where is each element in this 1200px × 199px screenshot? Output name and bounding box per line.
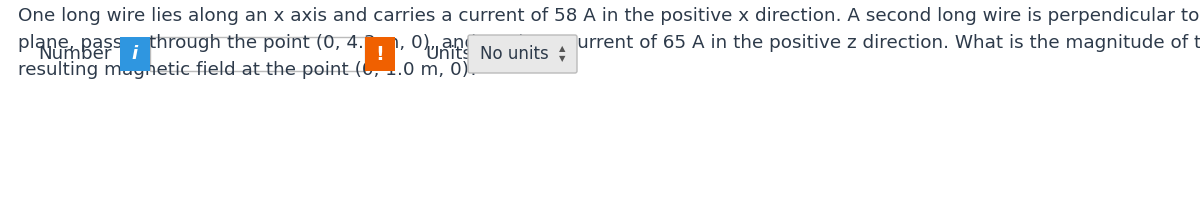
- FancyBboxPatch shape: [120, 37, 150, 71]
- Text: ▼: ▼: [559, 55, 565, 63]
- FancyBboxPatch shape: [468, 35, 577, 73]
- Text: ▲: ▲: [559, 45, 565, 54]
- Text: plane, passes through the point (0, 4.3 m, 0), and carries a current of 65 A in : plane, passes through the point (0, 4.3 …: [18, 34, 1200, 52]
- Text: i: i: [132, 45, 138, 63]
- Text: One long wire lies along an x axis and carries a current of 58 A in the positive: One long wire lies along an x axis and c…: [18, 7, 1200, 25]
- Text: Units: Units: [425, 45, 472, 63]
- FancyBboxPatch shape: [150, 37, 365, 71]
- Text: Number: Number: [38, 45, 112, 63]
- Text: resulting magnetic field at the point (0, 1.0 m, 0)?: resulting magnetic field at the point (0…: [18, 61, 479, 79]
- Text: No units: No units: [480, 45, 548, 63]
- Text: !: !: [376, 45, 384, 63]
- FancyBboxPatch shape: [365, 37, 395, 71]
